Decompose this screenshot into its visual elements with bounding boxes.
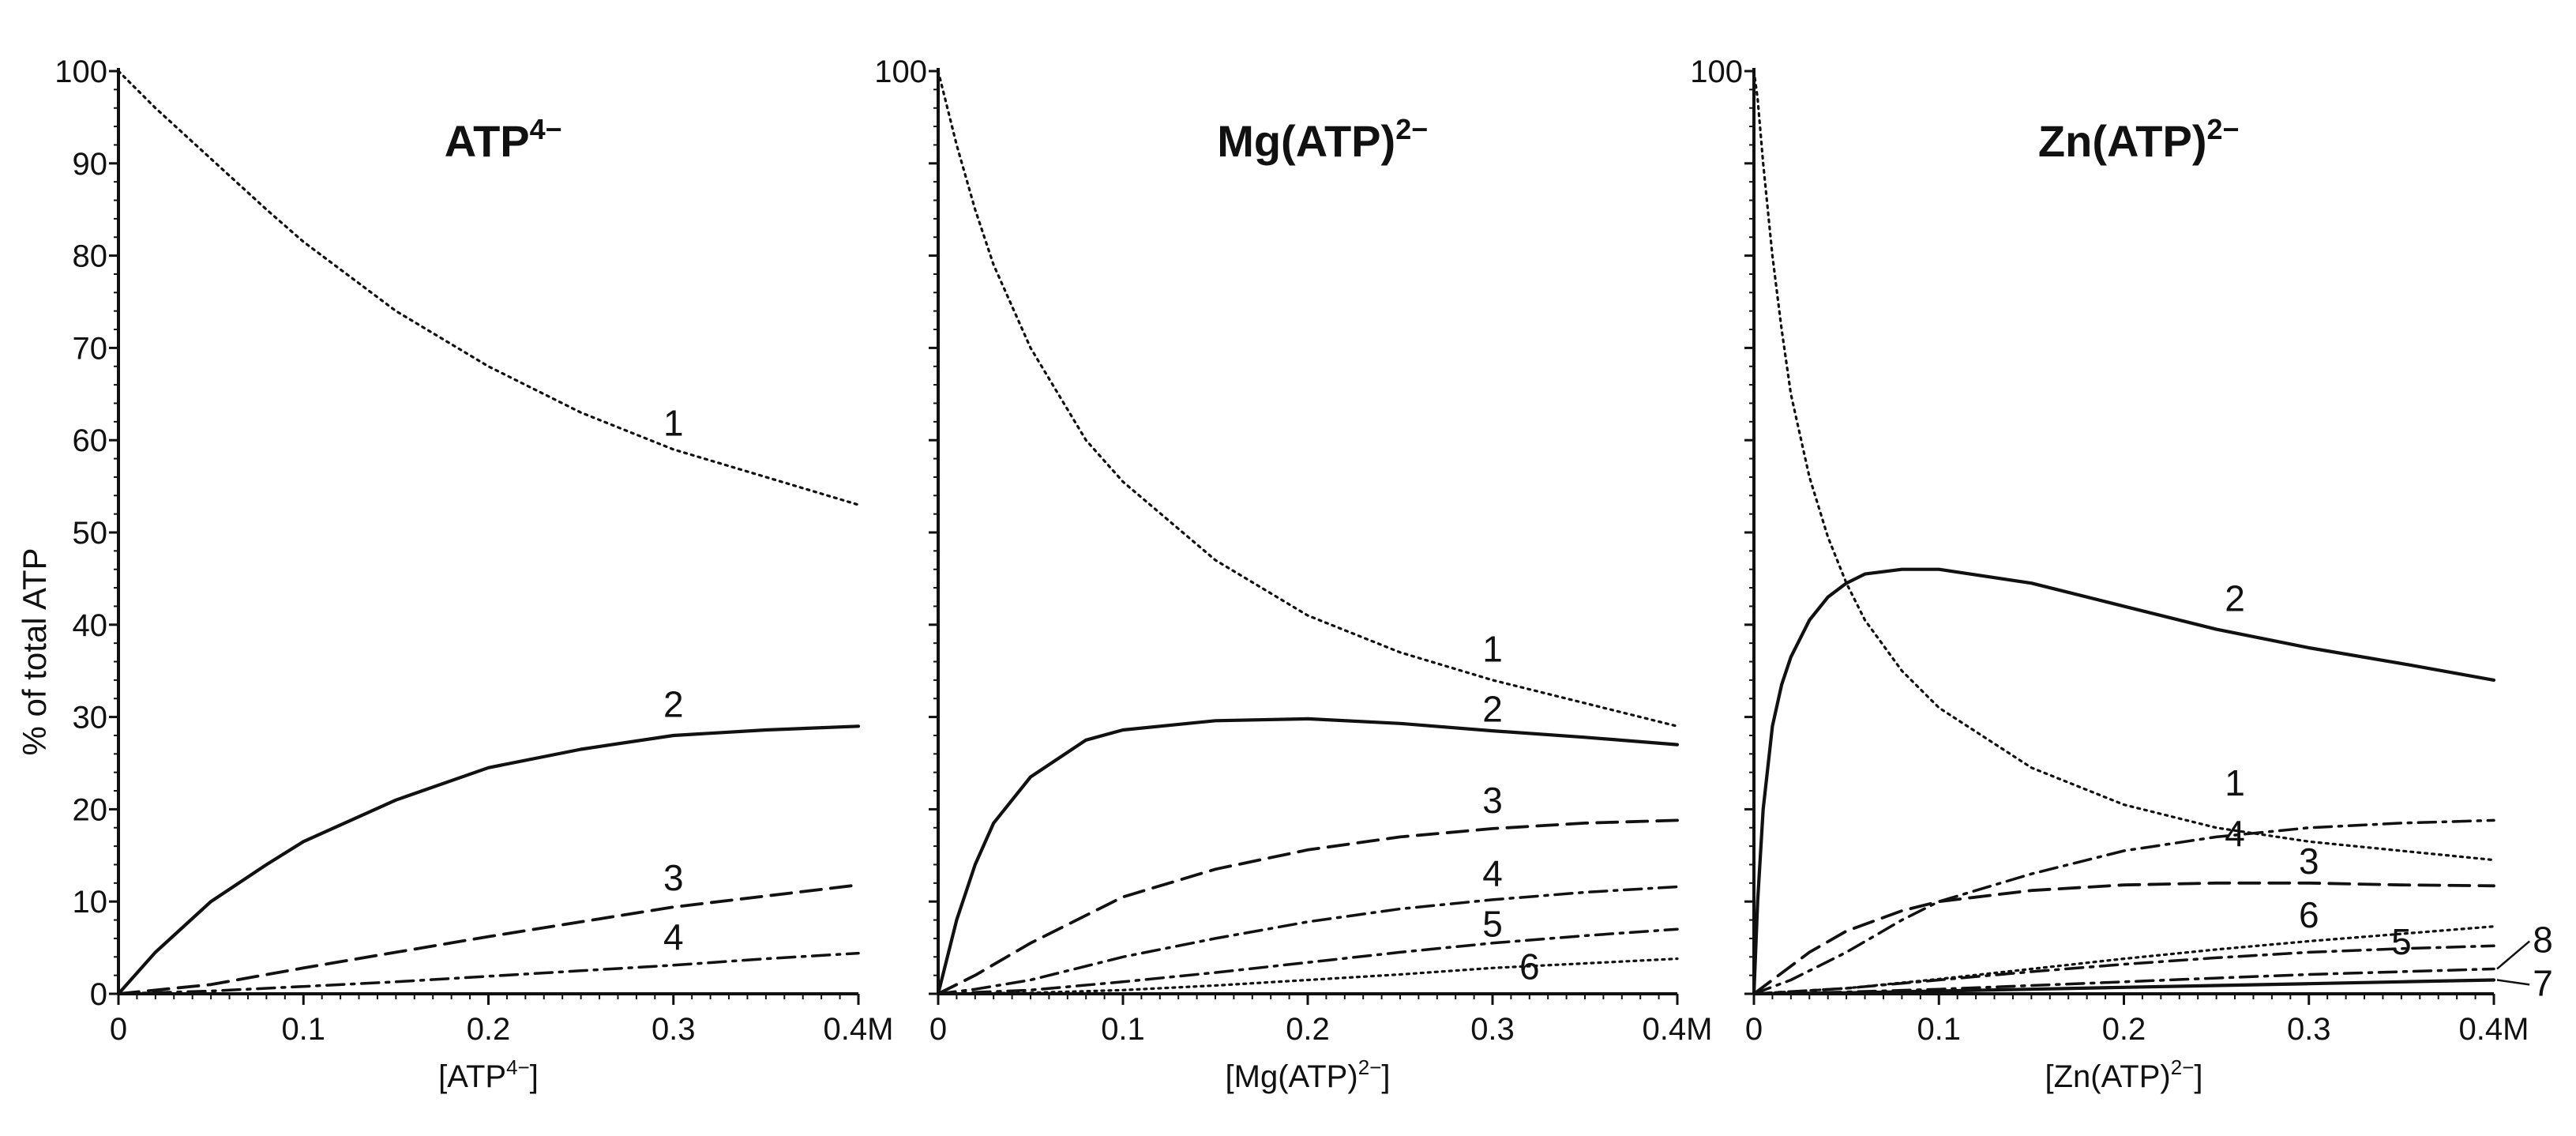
y-tick-label: 40 — [73, 608, 108, 643]
x-axis-label-superscript: 2− — [1358, 1055, 1382, 1079]
series-label-8: 8 — [2533, 919, 2553, 960]
series-label-3: 3 — [663, 857, 684, 898]
series-label-2: 2 — [663, 684, 684, 725]
x-tick-label: 0 — [1745, 1012, 1763, 1047]
series-label-1: 1 — [1482, 629, 1503, 670]
y-tick-label: 30 — [73, 701, 108, 735]
chart-title-superscript: 2− — [1395, 113, 1428, 145]
series-line-3 — [1752, 881, 2495, 995]
y-tick-label: 20 — [73, 792, 108, 827]
series-label-3: 3 — [2299, 841, 2319, 882]
series-label-1: 1 — [2225, 762, 2245, 803]
series-label-3: 3 — [1482, 780, 1503, 821]
series-line-5 — [937, 927, 1679, 995]
series-label-5: 5 — [1482, 904, 1503, 945]
chart-title-main: Mg(ATP) — [1217, 116, 1395, 166]
x-axis-label-superscript: 4− — [506, 1055, 530, 1079]
x-axis-label-superscript: 2− — [2171, 1055, 2195, 1079]
x-axis-label: [ATP4−] — [438, 1055, 539, 1094]
x-axis-label: [Mg(ATP)2−] — [1226, 1055, 1391, 1094]
x-axis-label-main: [Zn(ATP) — [2045, 1059, 2170, 1094]
y-tick-label: 90 — [73, 147, 108, 182]
chart-title-superscript: 4− — [530, 113, 562, 145]
x-tick-label: 0.3 — [652, 1012, 696, 1047]
x-tick-label: 0 — [929, 1012, 947, 1047]
x-tick-label: 0.2 — [2102, 1012, 2146, 1047]
x-tick-label: 0.4M — [824, 1012, 894, 1047]
x-axis-label: [Zn(ATP)2−] — [2045, 1055, 2202, 1094]
series-line-1 — [117, 70, 860, 506]
series-label-2: 2 — [2225, 577, 2245, 619]
series-line-4 — [117, 951, 860, 995]
x-tick-label: 0.4M — [1643, 1012, 1713, 1047]
chart-title: Zn(ATP)2− — [2038, 113, 2240, 166]
series-line-2 — [936, 717, 1680, 996]
series-label-4: 4 — [2225, 813, 2245, 854]
y-tick-label: 0 — [90, 977, 107, 1012]
chart-title: ATP4− — [445, 113, 562, 166]
x-axis-label-main: [ATP — [438, 1059, 506, 1094]
x-tick-label: 0.3 — [1470, 1012, 1515, 1047]
x-tick-label: 0.3 — [2287, 1012, 2331, 1047]
x-tick-label: 0.2 — [1286, 1012, 1330, 1047]
series-line-7 — [1752, 978, 2496, 996]
x-tick-label: 0.1 — [281, 1012, 325, 1047]
series-line-2 — [1752, 567, 2496, 996]
series-line-6 — [1752, 925, 2495, 995]
series-line-6 — [937, 957, 1679, 995]
x-axis-label-bracket: ] — [530, 1059, 539, 1094]
series-line-3 — [937, 818, 1679, 995]
x-tick-label: 0.1 — [1917, 1012, 1961, 1047]
series-line-1 — [1752, 70, 2495, 862]
x-axis-label-bracket: ] — [1381, 1059, 1390, 1094]
x-tick-label: 0.4M — [2459, 1012, 2529, 1047]
x-tick-label: 0.2 — [467, 1012, 511, 1047]
callout-leader-7 — [2496, 979, 2530, 986]
chart-title-main: Zn(ATP) — [2038, 116, 2207, 166]
series-line-4 — [937, 885, 1679, 995]
series-label-7: 7 — [2533, 962, 2553, 1003]
y-axis-label: % of total ATP — [16, 547, 53, 755]
y-tick-label: 10 — [73, 885, 108, 920]
x-axis-label-main: [Mg(ATP) — [1226, 1059, 1358, 1094]
series-label-1: 1 — [663, 402, 684, 443]
series-line-1 — [937, 70, 1679, 728]
x-axis-label-bracket: ] — [2194, 1059, 2202, 1094]
y-tick-label: 60 — [73, 423, 108, 458]
series-line-8 — [1752, 967, 2495, 995]
y-tick-label: 50 — [73, 516, 108, 551]
chart-title-superscript: 2− — [2206, 113, 2239, 145]
y-tick-label: 100 — [54, 55, 107, 89]
series-line-2 — [116, 724, 861, 996]
chart-title-main: ATP — [445, 116, 530, 166]
series-label-4: 4 — [663, 916, 684, 957]
x-tick-label: 0.1 — [1101, 1012, 1145, 1047]
series-label-6: 6 — [1519, 946, 1540, 987]
series-line-3 — [117, 883, 860, 995]
y-tick-label: 80 — [73, 239, 108, 274]
chart-title: Mg(ATP)2− — [1217, 113, 1428, 166]
callout-leader-8 — [2496, 940, 2531, 970]
series-label-6: 6 — [2299, 894, 2319, 935]
x-tick-label: 0 — [110, 1012, 127, 1047]
series-label-5: 5 — [2391, 921, 2412, 962]
series-label-4: 4 — [1482, 852, 1503, 893]
y-tick-label: 70 — [73, 331, 108, 366]
series-line-5 — [1752, 944, 2495, 995]
series-label-2: 2 — [1482, 688, 1503, 729]
y-tick-label: 100 — [1690, 55, 1743, 89]
y-tick-label: 100 — [874, 55, 927, 89]
series-line-4 — [1752, 818, 2495, 995]
